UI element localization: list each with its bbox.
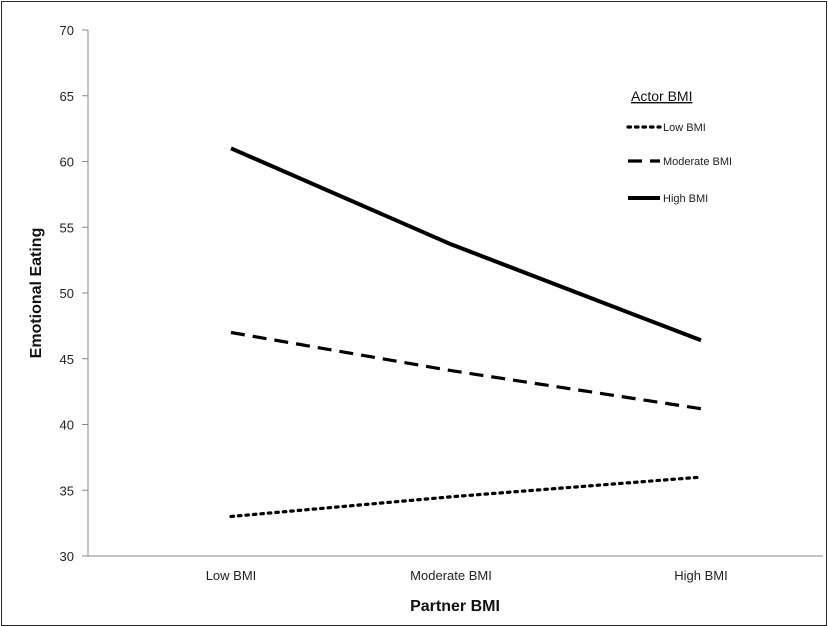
x-tick-label: Moderate BMI xyxy=(410,568,492,583)
legend-title: Actor BMI xyxy=(631,88,692,104)
x-axis: Low BMI Moderate BMI High BMI xyxy=(88,555,823,583)
y-axis-title: Emotional Eating xyxy=(28,228,45,359)
y-tick-label: 35 xyxy=(60,483,74,498)
series-lines xyxy=(229,146,703,519)
y-tick-label: 50 xyxy=(60,286,74,301)
legend-label: Low BMI xyxy=(663,122,706,134)
y-tick-label: 55 xyxy=(60,220,74,235)
series-line-moderate-bmi xyxy=(230,330,702,411)
y-axis: 30 35 40 45 50 55 60 65 70 xyxy=(60,23,89,564)
legend: Actor BMI Low BMI Moderate BMI High BMI xyxy=(626,88,732,205)
y-tick-label: 70 xyxy=(60,23,74,38)
y-tick-label: 45 xyxy=(60,352,74,367)
y-tick-label: 65 xyxy=(60,89,74,104)
x-axis-title: Partner BMI xyxy=(410,598,500,615)
series-line-high-bmi xyxy=(230,146,702,343)
y-tick-label: 60 xyxy=(60,155,74,170)
x-tick-label: Low BMI xyxy=(206,568,257,583)
x-tick-label: High BMI xyxy=(674,568,727,583)
y-tick-label: 30 xyxy=(60,549,74,564)
series-line-low-bmi xyxy=(229,475,703,519)
legend-label: Moderate BMI xyxy=(663,156,732,168)
legend-label: High BMI xyxy=(663,193,708,205)
y-tick-label: 40 xyxy=(60,418,74,433)
